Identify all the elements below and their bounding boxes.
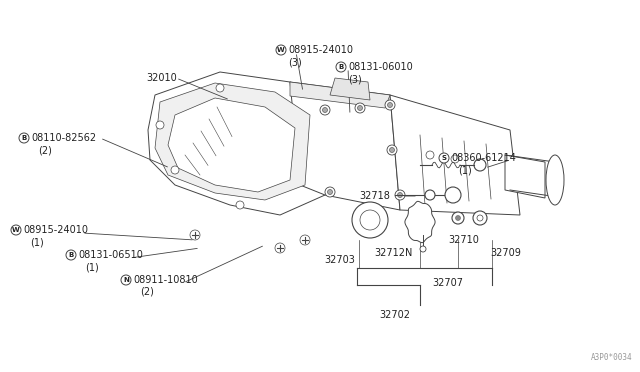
Polygon shape xyxy=(505,155,545,198)
Text: (1): (1) xyxy=(30,237,44,247)
Text: B: B xyxy=(339,64,344,70)
Circle shape xyxy=(121,275,131,285)
Text: (3): (3) xyxy=(348,74,362,84)
Text: (2): (2) xyxy=(38,145,52,155)
Text: (1): (1) xyxy=(85,262,99,272)
Circle shape xyxy=(275,243,285,253)
Circle shape xyxy=(390,148,394,153)
Circle shape xyxy=(216,84,224,92)
Ellipse shape xyxy=(546,155,564,205)
Polygon shape xyxy=(405,201,435,243)
Circle shape xyxy=(477,215,483,221)
Text: (1): (1) xyxy=(458,165,472,175)
Circle shape xyxy=(300,235,310,245)
Circle shape xyxy=(445,187,461,203)
Circle shape xyxy=(387,103,392,108)
Circle shape xyxy=(66,250,76,260)
Text: W: W xyxy=(12,227,20,233)
Text: (2): (2) xyxy=(140,287,154,297)
Text: 08131-06510: 08131-06510 xyxy=(78,250,143,260)
Polygon shape xyxy=(330,78,370,100)
Polygon shape xyxy=(290,82,400,210)
Text: A3P0*0034: A3P0*0034 xyxy=(590,353,632,362)
Circle shape xyxy=(395,190,405,200)
Circle shape xyxy=(156,121,164,129)
Circle shape xyxy=(328,189,333,195)
Text: S: S xyxy=(442,155,447,161)
Circle shape xyxy=(190,230,200,240)
Text: 32010: 32010 xyxy=(147,73,177,83)
Circle shape xyxy=(451,155,459,163)
Text: 32702: 32702 xyxy=(380,310,410,320)
Circle shape xyxy=(473,211,487,225)
Text: 32712N: 32712N xyxy=(374,248,413,258)
Circle shape xyxy=(385,100,395,110)
Circle shape xyxy=(352,202,388,238)
Circle shape xyxy=(355,103,365,113)
Text: 32709: 32709 xyxy=(490,248,521,258)
Polygon shape xyxy=(148,72,330,215)
Circle shape xyxy=(474,159,486,171)
Circle shape xyxy=(360,210,380,230)
Text: B: B xyxy=(21,135,27,141)
Text: B: B xyxy=(68,252,74,258)
Circle shape xyxy=(426,151,434,159)
Text: 08131-06010: 08131-06010 xyxy=(348,62,413,72)
Polygon shape xyxy=(290,82,390,108)
Text: W: W xyxy=(277,47,285,53)
Circle shape xyxy=(320,105,330,115)
Text: 08911-10810: 08911-10810 xyxy=(133,275,198,285)
Circle shape xyxy=(387,145,397,155)
Text: 32718: 32718 xyxy=(359,191,390,201)
Circle shape xyxy=(476,159,484,167)
Text: 32710: 32710 xyxy=(448,235,479,245)
Circle shape xyxy=(420,246,426,252)
Text: N: N xyxy=(123,277,129,283)
Circle shape xyxy=(236,201,244,209)
Circle shape xyxy=(439,153,449,163)
Circle shape xyxy=(397,192,403,198)
Circle shape xyxy=(323,108,328,112)
Circle shape xyxy=(276,45,286,55)
Text: 32707: 32707 xyxy=(433,278,463,288)
Circle shape xyxy=(11,225,21,235)
Circle shape xyxy=(171,166,179,174)
Text: 08110-82562: 08110-82562 xyxy=(31,133,96,143)
Circle shape xyxy=(336,62,346,72)
Circle shape xyxy=(325,187,335,197)
Polygon shape xyxy=(390,95,520,215)
Text: 08360-61214: 08360-61214 xyxy=(451,153,516,163)
Circle shape xyxy=(425,190,435,200)
Circle shape xyxy=(358,106,362,110)
Polygon shape xyxy=(155,83,310,200)
Circle shape xyxy=(19,133,29,143)
Text: 08915-24010: 08915-24010 xyxy=(288,45,353,55)
Polygon shape xyxy=(168,98,295,192)
Text: (3): (3) xyxy=(288,57,301,67)
Circle shape xyxy=(456,215,461,221)
Text: 08915-24010: 08915-24010 xyxy=(23,225,88,235)
Circle shape xyxy=(452,212,464,224)
Text: 32703: 32703 xyxy=(324,255,355,265)
